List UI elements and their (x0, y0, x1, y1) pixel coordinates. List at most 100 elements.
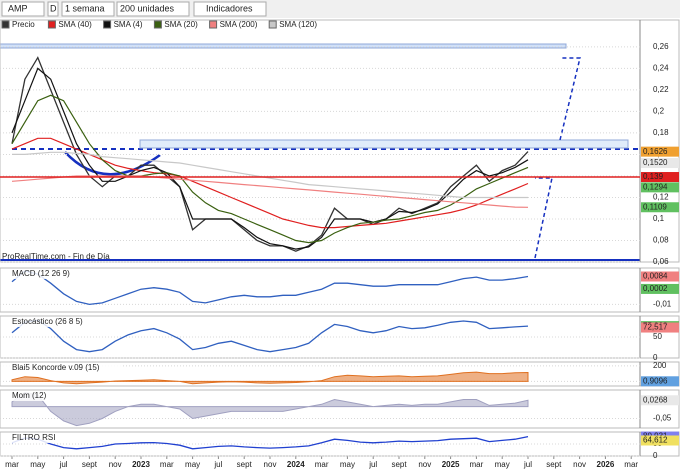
legend-swatch (1, 20, 10, 29)
value-box (641, 182, 679, 193)
arc (64, 151, 161, 176)
value-label: 0,0002 (643, 284, 668, 293)
x-tick-label: may (30, 460, 45, 469)
period: 1 semana (65, 3, 105, 13)
x-tick-label: nov (109, 460, 122, 469)
panel-title-bg (1, 363, 122, 373)
mode-box[interactable] (47, 1, 59, 17)
y-tick-label: 0,18 (653, 128, 669, 137)
y-tick-label: 0,1 (653, 214, 665, 223)
value-label: 0,9096 (643, 376, 668, 385)
legend-label: SMA (20) (164, 20, 198, 29)
x-tick-label: sept (546, 460, 562, 469)
line (12, 151, 528, 199)
value-label: 64,612 (643, 436, 668, 445)
value-label: 0,139 (643, 172, 664, 181)
period-box[interactable] (61, 1, 115, 17)
y-tick-label: 0 (653, 451, 658, 460)
zone (0, 43, 567, 49)
line (11, 137, 529, 229)
line (11, 270, 529, 306)
legend-swatch (103, 20, 112, 29)
line (11, 56, 529, 252)
panel-title-bg (1, 317, 103, 327)
y-tick-label: 0,22 (653, 85, 669, 94)
symbol: AMP (8, 3, 28, 13)
value-box (641, 146, 679, 157)
y-tick-label: 0,24 (653, 64, 669, 73)
value-label: 72,517 (643, 323, 668, 332)
x-tick-label: mar (624, 460, 638, 469)
indicators: Indicadores (206, 3, 253, 13)
indicators-box[interactable] (193, 1, 267, 17)
area (11, 371, 529, 385)
x-tick-label: sept (82, 460, 98, 469)
mode: D (50, 3, 57, 13)
y-tick-label: 0,12 (653, 193, 669, 202)
value-label: 0,1109 (643, 202, 667, 211)
x-tick-label: may (185, 460, 200, 469)
y-tick-label: 50 (653, 332, 662, 341)
value-label: 0,0084 (643, 272, 668, 281)
legend-swatch (47, 20, 56, 29)
y-tick-label: 0,08 (653, 236, 669, 245)
legend-swatch (153, 20, 162, 29)
line (11, 175, 529, 208)
value-label: 0,1294 (643, 182, 668, 191)
x-tick-label: jul (59, 460, 68, 469)
legend-label: SMA (40) (58, 20, 92, 29)
x-tick-label: 2023 (132, 460, 150, 469)
value-box (641, 202, 679, 213)
y-tick-label: 0 (653, 353, 658, 362)
panel-frame (0, 267, 680, 313)
panel-frame (0, 389, 680, 429)
x-tick-label: nov (264, 460, 277, 469)
value-label: 0,1626 (643, 147, 668, 156)
x-tick-label: mar (5, 460, 19, 469)
legend-label: SMA (4) (114, 20, 143, 29)
x-tick-label: jul (523, 460, 532, 469)
projection (534, 57, 581, 259)
legend-label: Precio (12, 20, 35, 29)
units: 200 unidades (120, 3, 175, 13)
value-box (641, 322, 679, 333)
line (11, 319, 529, 353)
panel-title-bg (1, 433, 57, 443)
value-box (641, 172, 679, 183)
panel-title-bg (1, 269, 76, 279)
legend-swatch (209, 20, 218, 29)
x-tick-label: may (340, 460, 355, 469)
legend-swatch (268, 20, 277, 29)
x-tick-label: 2024 (287, 460, 305, 469)
value-box (641, 271, 679, 282)
x-tick-label: nov (418, 460, 431, 469)
legend-label: SMA (120) (279, 20, 317, 29)
x-tick-label: mar (160, 460, 174, 469)
panel-title-bg (1, 391, 48, 401)
area (11, 391, 529, 427)
x-tick-label: sept (237, 460, 253, 469)
zone (139, 139, 629, 149)
units-box[interactable] (116, 1, 190, 17)
panel-title: Estocástico (26 8 5) (12, 317, 83, 326)
x-tick-label: mar (470, 460, 484, 469)
value-label: 0,0268 (643, 395, 668, 404)
x-tick-label: 2026 (597, 460, 615, 469)
y-tick-label: 200 (653, 361, 667, 370)
x-tick-label: mar (315, 460, 329, 469)
panel-title: MACD (12 26 9) (12, 269, 70, 278)
y-tick-label: 0,26 (653, 42, 669, 51)
y-tick-label: 0,2 (653, 107, 665, 116)
y-tick-label: -0,01 (653, 300, 672, 309)
line (11, 435, 529, 450)
source: ProRealTime.com - Fin de Día (2, 252, 110, 261)
value-box (641, 376, 679, 387)
symbol-box[interactable] (1, 1, 45, 17)
line (11, 94, 529, 244)
x-tick-label: sept (391, 460, 407, 469)
x-tick-label: 2025 (442, 460, 460, 469)
toolbar: AMP D 1 semana 200 unidades Indicadores (0, 0, 680, 18)
line (11, 67, 529, 250)
value-box (641, 435, 679, 446)
